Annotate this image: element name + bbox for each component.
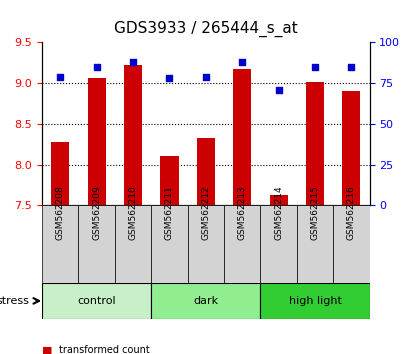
- Bar: [51, 142, 69, 205]
- FancyBboxPatch shape: [151, 205, 188, 283]
- Point: [166, 75, 173, 81]
- FancyBboxPatch shape: [151, 283, 260, 319]
- Text: GSM562212: GSM562212: [201, 186, 210, 240]
- Bar: [233, 69, 251, 205]
- FancyBboxPatch shape: [42, 205, 79, 283]
- Text: GSM562215: GSM562215: [310, 185, 320, 240]
- Text: GSM562210: GSM562210: [129, 185, 137, 240]
- Point: [93, 64, 100, 70]
- FancyBboxPatch shape: [188, 205, 224, 283]
- Text: dark: dark: [193, 296, 218, 306]
- FancyBboxPatch shape: [79, 205, 115, 283]
- Text: GSM562213: GSM562213: [238, 185, 247, 240]
- FancyBboxPatch shape: [42, 283, 151, 319]
- Bar: [342, 91, 360, 205]
- FancyBboxPatch shape: [260, 205, 297, 283]
- Text: GSM562208: GSM562208: [56, 185, 65, 240]
- Point: [130, 59, 136, 65]
- FancyBboxPatch shape: [260, 283, 370, 319]
- Text: stress: stress: [0, 296, 29, 306]
- Point: [275, 87, 282, 92]
- Point: [202, 74, 209, 80]
- Bar: [87, 78, 106, 205]
- Bar: [197, 138, 215, 205]
- Text: high light: high light: [289, 296, 341, 306]
- Point: [239, 59, 246, 65]
- Text: transformed count: transformed count: [59, 346, 150, 354]
- Text: GSM562216: GSM562216: [347, 185, 356, 240]
- Bar: [306, 82, 324, 205]
- FancyBboxPatch shape: [333, 205, 370, 283]
- FancyBboxPatch shape: [297, 205, 333, 283]
- Point: [312, 64, 318, 70]
- Bar: [160, 156, 178, 205]
- FancyBboxPatch shape: [115, 205, 151, 283]
- Point: [57, 74, 63, 80]
- Text: GSM562214: GSM562214: [274, 186, 283, 240]
- Point: [348, 64, 355, 70]
- FancyBboxPatch shape: [224, 205, 260, 283]
- Text: GSM562209: GSM562209: [92, 185, 101, 240]
- Text: GSM562211: GSM562211: [165, 185, 174, 240]
- Text: ■: ■: [42, 346, 52, 354]
- Bar: [270, 195, 288, 205]
- Bar: [124, 65, 142, 205]
- Text: control: control: [77, 296, 116, 306]
- Text: GDS3933 / 265444_s_at: GDS3933 / 265444_s_at: [114, 21, 298, 38]
